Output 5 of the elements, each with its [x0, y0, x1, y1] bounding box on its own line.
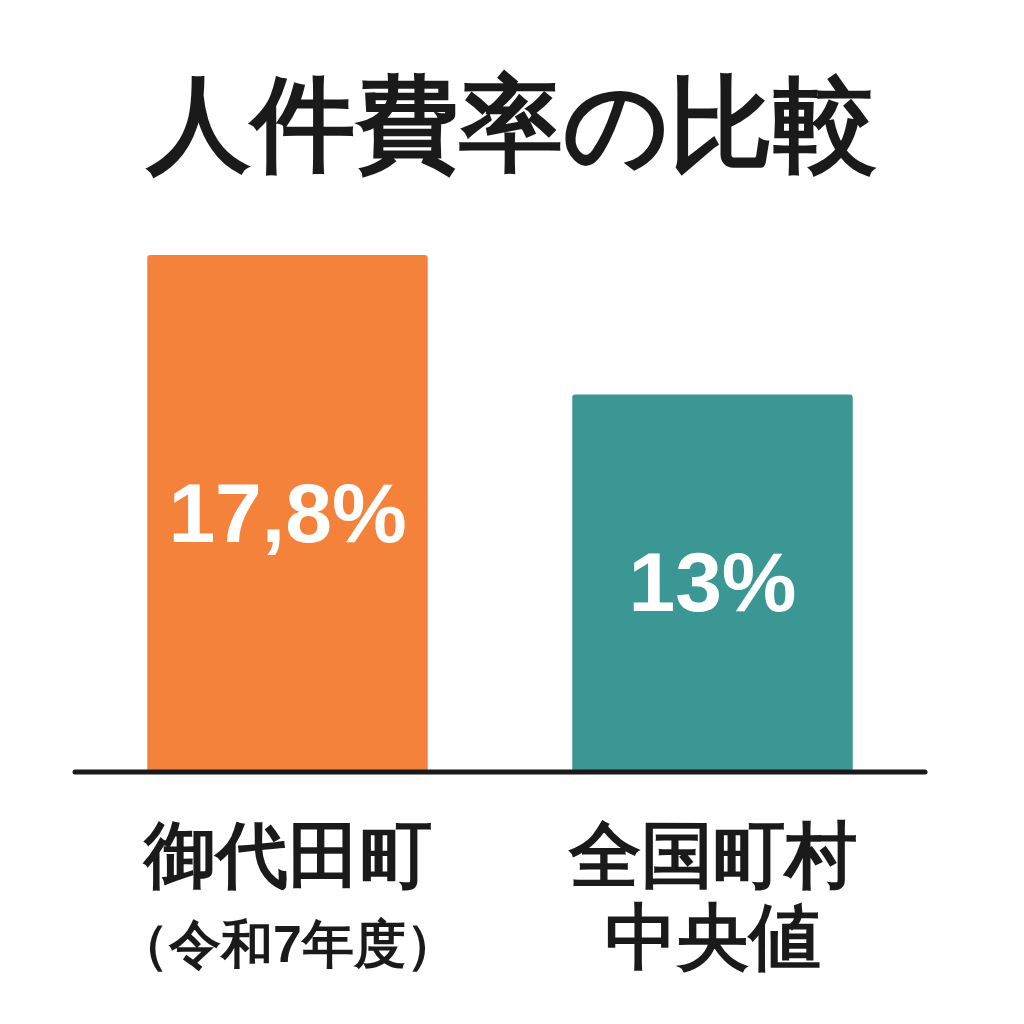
- data-label: 17,8%: [168, 465, 407, 560]
- title: 人件費率の比較: [147, 66, 877, 182]
- category-label: 全国町村中央値: [568, 815, 857, 977]
- data-label: 13%: [628, 535, 797, 630]
- category-label: 御代田町（令和7年度）: [117, 815, 458, 973]
